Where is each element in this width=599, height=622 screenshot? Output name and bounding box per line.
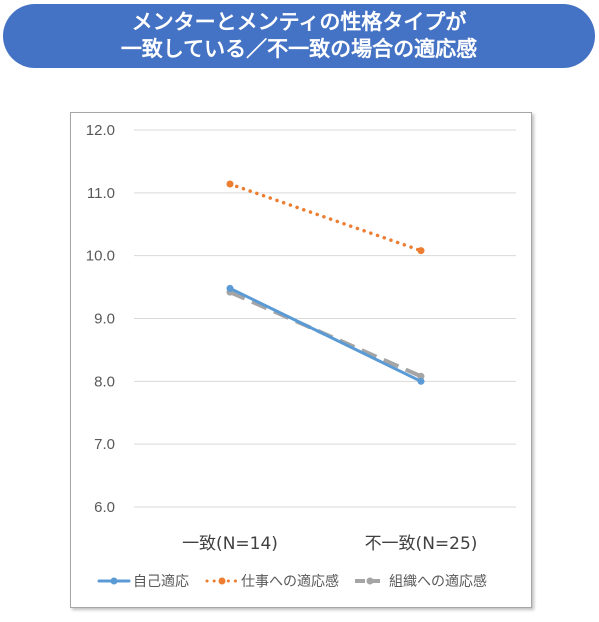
- series-line-1: [228, 182, 423, 253]
- title-banner: メンターとメンティの性格タイプが 一致している／不一致の場合の適応感: [3, 4, 595, 68]
- chart-frame: [70, 112, 532, 608]
- series-0-point-0: [226, 284, 234, 292]
- legend-label-0: 自己適応: [133, 573, 189, 590]
- y-tick-label: 11.0: [87, 185, 115, 202]
- title-line-2: 一致している／不一致の場合の適応感: [120, 37, 478, 61]
- series-line-0: [228, 286, 423, 383]
- x-category-label: 不一致(N=25): [365, 534, 478, 554]
- y-tick-label: 7.0: [94, 436, 115, 453]
- y-tick-label: 12.0: [86, 122, 115, 139]
- y-tick-label: 6.0: [94, 499, 115, 516]
- y-tick-label: 10.0: [86, 248, 115, 265]
- x-category-label: 一致(N=14): [182, 534, 278, 554]
- y-tick-label: 8.0: [94, 373, 115, 390]
- y-tick-label: 9.0: [94, 311, 115, 328]
- legend-marker-1: [218, 577, 226, 585]
- legend-label-2: 組織への適応感: [389, 573, 487, 590]
- legend-marker-2: [366, 577, 374, 585]
- legend-label-1: 仕事への適応感: [241, 573, 339, 590]
- series-0-point-1: [417, 377, 425, 385]
- series-2-point-1: [417, 372, 425, 380]
- title-line-1: メンターとメンティの性格タイプが: [131, 10, 467, 34]
- legend-marker-0: [110, 577, 118, 585]
- series-1-point-0: [226, 180, 234, 188]
- series-1-point-1: [417, 247, 425, 255]
